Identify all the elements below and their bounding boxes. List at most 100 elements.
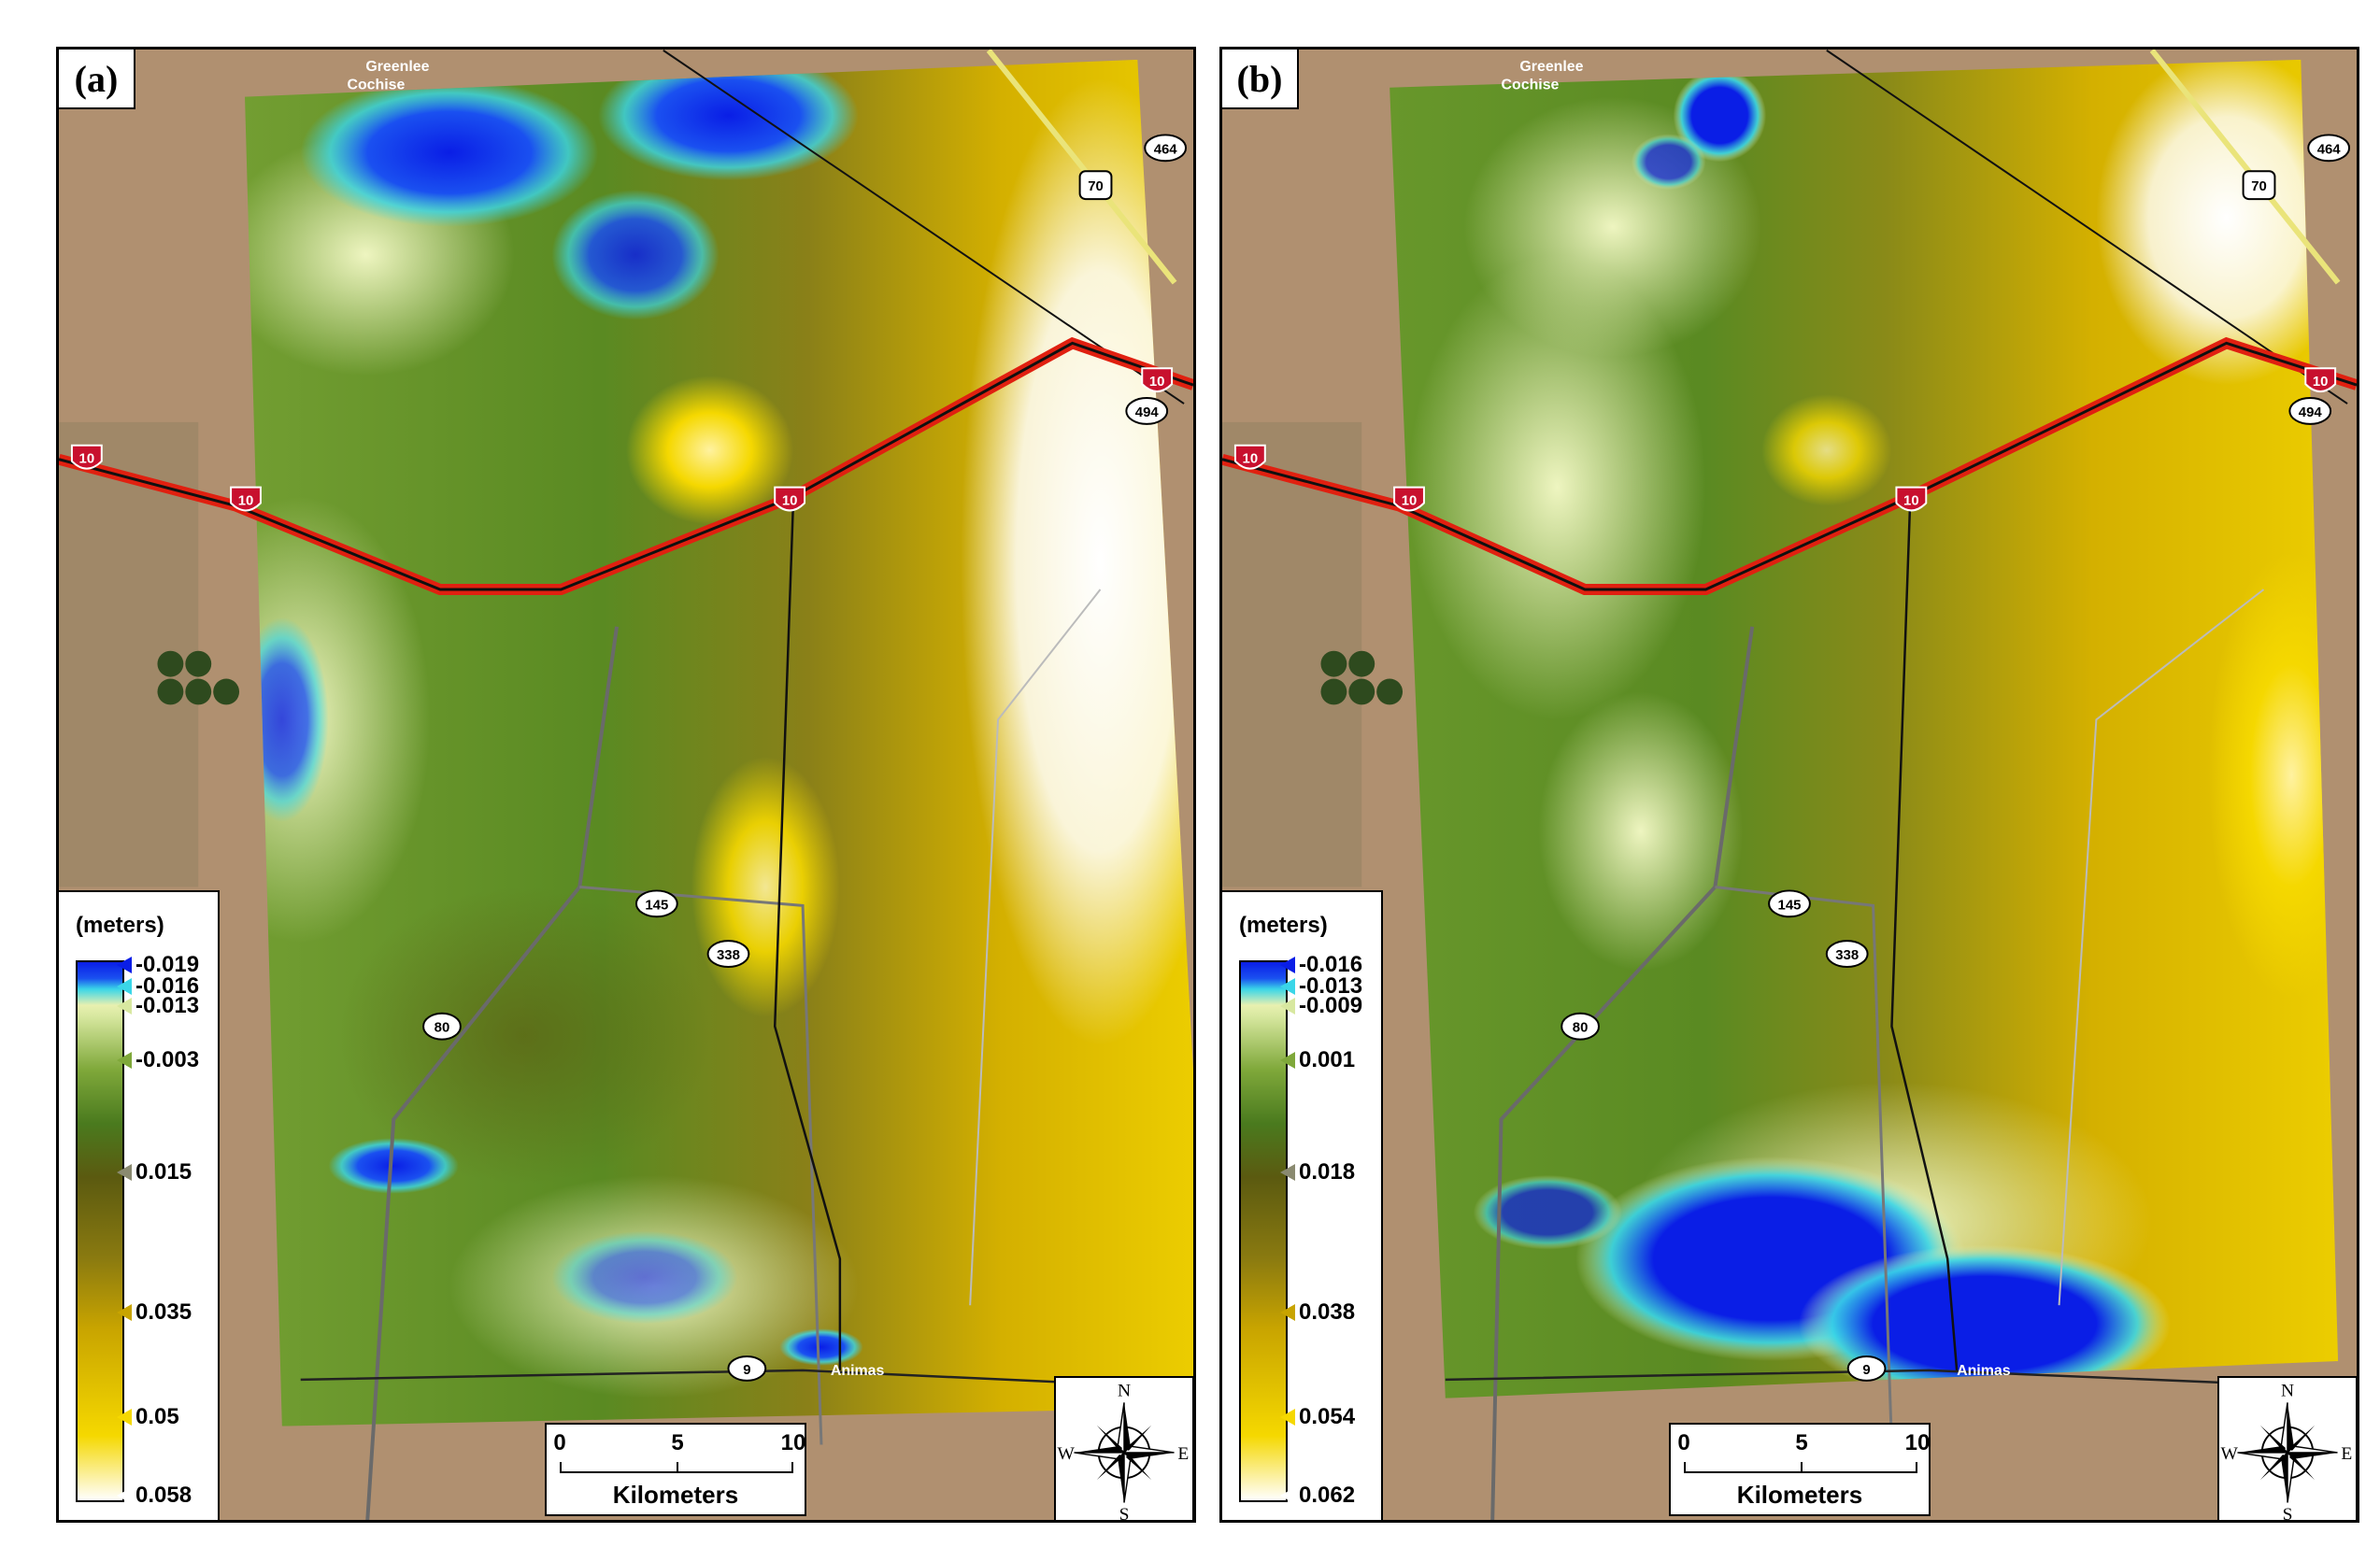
svg-text:10: 10 — [1243, 451, 1259, 467]
svg-text:10: 10 — [1903, 492, 1919, 508]
north-arrow: N S E W — [1054, 1376, 1193, 1523]
route-shield-145: 145 — [634, 889, 678, 918]
interstate-shield: 10 — [70, 444, 103, 470]
route-shield-464: 464 — [2307, 134, 2351, 163]
compass-s: S — [1119, 1505, 1130, 1523]
svg-text:10: 10 — [2313, 374, 2329, 390]
compass-n: N — [2281, 1382, 2294, 1401]
legend-marker — [1280, 1164, 1295, 1181]
legend-tick: 0.001 — [1299, 1047, 1356, 1072]
route-shield-494: 494 — [1125, 397, 1169, 425]
interstate-shield: 10 — [1393, 486, 1425, 512]
svg-text:10: 10 — [238, 492, 254, 508]
svg-text:494: 494 — [1135, 404, 1160, 420]
color-legend: (meters) -0.016 -0.013 -0.009 0.001 0.01… — [1222, 890, 1383, 1520]
panel-label: (a) — [59, 50, 135, 109]
legend-tick: 0.054 — [1299, 1404, 1356, 1429]
deformation-map-a: 10 10 10 10 70 464 — [59, 50, 1193, 1520]
svg-text:494: 494 — [2299, 404, 2323, 420]
scale-tick: 10 — [780, 1430, 806, 1455]
legend-color-ramp — [1239, 960, 1288, 1502]
route-shield-338: 338 — [706, 940, 750, 969]
route-shield-70: 70 — [1078, 170, 1113, 201]
scale-tick: 0 — [553, 1430, 566, 1455]
interstate-shield: 10 — [1141, 367, 1174, 393]
compass-rose-icon: N S E W — [1058, 1382, 1190, 1523]
interstate-shield: 10 — [230, 486, 262, 512]
route-shield-80: 80 — [422, 1012, 462, 1041]
legend-tick: -0.009 — [1299, 993, 1363, 1018]
svg-text:10: 10 — [1402, 492, 1418, 508]
svg-text:464: 464 — [2317, 141, 2342, 157]
interstate-shield: 10 — [1233, 444, 1266, 470]
svg-text:464: 464 — [1154, 141, 1178, 157]
route-shield-9: 9 — [727, 1355, 767, 1382]
legend-tick: 0.058 — [135, 1483, 192, 1508]
svg-text:9: 9 — [743, 1362, 750, 1378]
legend-marker — [1280, 1409, 1295, 1426]
route-shield-464: 464 — [1144, 134, 1188, 163]
legend-tick: -0.016 — [135, 973, 200, 999]
place-labels: Greenlee Cochise Animas — [347, 59, 884, 1379]
north-arrow: N S E W — [2217, 1376, 2357, 1523]
place-cochise: Cochise — [1502, 78, 1560, 93]
legend-marker — [117, 1487, 132, 1504]
legend-marker — [1280, 1052, 1295, 1069]
scale-units: Kilometers — [612, 1481, 739, 1509]
compass-w: W — [2221, 1444, 2239, 1464]
legend-tick: -0.019 — [135, 952, 200, 977]
compass-n: N — [1118, 1382, 1131, 1401]
scale-tick: 10 — [1904, 1430, 1931, 1455]
svg-text:10: 10 — [1149, 374, 1165, 390]
scale-bar: 0 5 10 Kilometers — [545, 1423, 806, 1516]
legend-marker — [117, 1409, 132, 1426]
legend-tick: -0.003 — [135, 1047, 200, 1072]
svg-text:80: 80 — [1573, 1020, 1589, 1036]
route-shield-338: 338 — [1825, 940, 1869, 969]
compass-rose-icon: N S E W — [2221, 1382, 2353, 1523]
interstate-shield: 10 — [774, 486, 806, 512]
route-shield-494: 494 — [2288, 397, 2332, 425]
color-legend: (meters) -0.019 -0.016 -0.013 -0.003 0.0… — [59, 890, 220, 1520]
route-shields: 10 10 10 10 70 464 — [70, 134, 1188, 1382]
legend-title: (meters) — [1239, 913, 1328, 938]
legend-tick: 0.035 — [135, 1299, 192, 1325]
scale-bar: 0 5 10 Kilometers — [1669, 1423, 1931, 1516]
interstate-shield: 10 — [1895, 486, 1928, 512]
legend-marker — [117, 1304, 132, 1321]
legend-marker — [1280, 978, 1295, 995]
legend-marker — [117, 998, 132, 1015]
legend-tick: 0.015 — [135, 1159, 192, 1185]
legend-marker — [117, 978, 132, 995]
legend-tick: 0.018 — [1299, 1159, 1356, 1185]
legend-title: (meters) — [76, 913, 164, 938]
legend-marker — [1280, 1487, 1295, 1504]
svg-text:80: 80 — [435, 1020, 450, 1036]
svg-text:9: 9 — [1862, 1362, 1870, 1378]
svg-text:70: 70 — [1088, 178, 1104, 194]
route-shield-145: 145 — [1768, 889, 1811, 918]
panel-b: 10 10 10 10 70 464 — [1219, 47, 2359, 1523]
compass-e: E — [2341, 1444, 2352, 1464]
center-pivot-fields — [157, 650, 240, 705]
scale-mid-tick — [677, 1462, 678, 1473]
panel-a: 10 10 10 10 70 464 — [56, 47, 1196, 1523]
legend-tick: -0.013 — [135, 993, 200, 1018]
scale-units: Kilometers — [1736, 1481, 1863, 1509]
legend-tick: 0.038 — [1299, 1299, 1356, 1325]
legend-tick: 0.05 — [135, 1404, 179, 1429]
scale-mid-tick — [1801, 1462, 1803, 1473]
legend-marker — [117, 1164, 132, 1181]
svg-text:145: 145 — [645, 897, 668, 913]
legend-marker — [1280, 1304, 1295, 1321]
place-greenlee: Greenlee — [365, 59, 429, 75]
svg-text:10: 10 — [79, 451, 95, 467]
svg-text:10: 10 — [782, 492, 798, 508]
scale-tick: 5 — [1795, 1430, 1808, 1455]
center-pivot-fields — [1320, 650, 1404, 705]
interstate-shield: 10 — [2304, 367, 2337, 393]
place-labels: Greenlee Cochise Animas — [1502, 59, 2011, 1379]
compass-s: S — [2283, 1505, 2293, 1523]
legend-tick: -0.016 — [1299, 952, 1363, 977]
route-shield-70: 70 — [2242, 170, 2276, 201]
